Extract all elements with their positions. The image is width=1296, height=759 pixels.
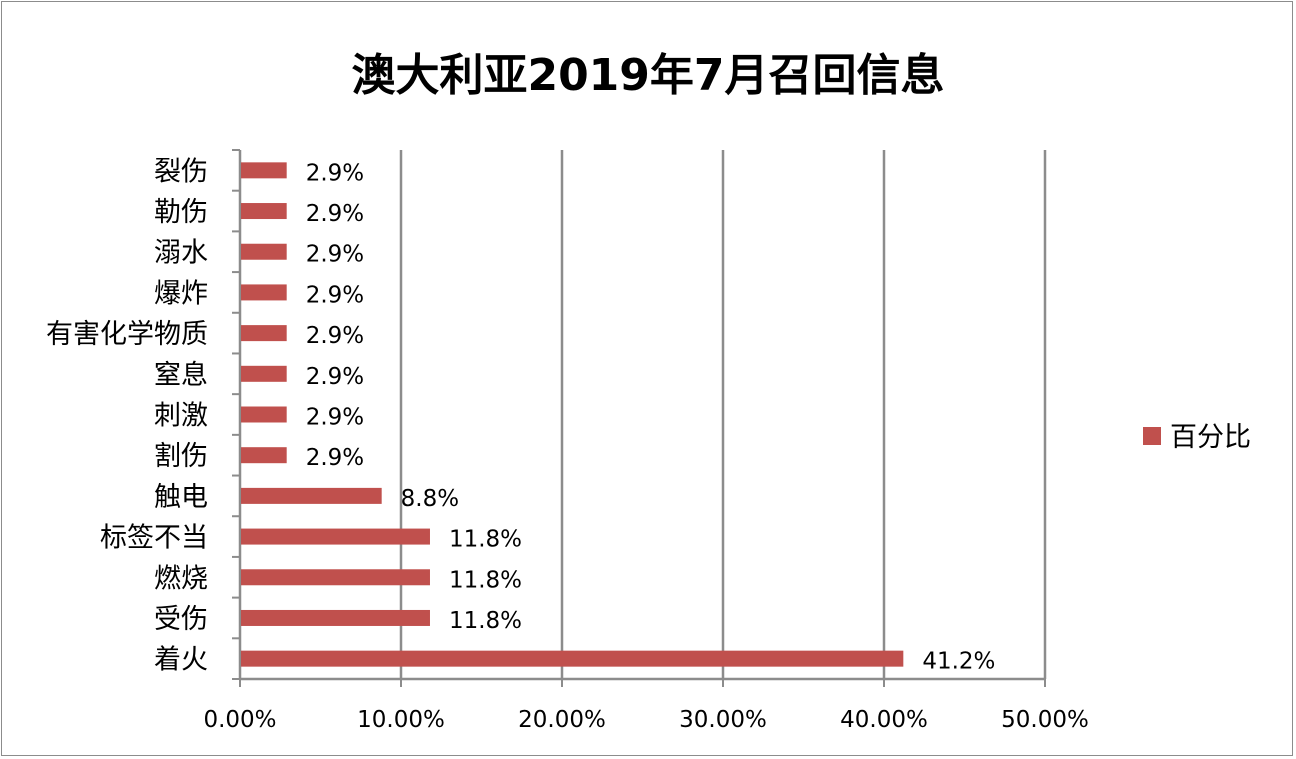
category-label: 割伤: [154, 441, 208, 472]
x-tick-labels: 0.00% 10.00% 20.00% 30.00% 40.00% 50.00%: [203, 707, 1088, 733]
bar: [241, 447, 287, 464]
data-label: 2.9%: [306, 242, 364, 268]
category-label: 着火: [154, 645, 208, 676]
category-label: 爆炸: [154, 278, 208, 309]
category-label: 窒息: [154, 360, 208, 391]
bar: [241, 284, 287, 301]
data-label: 2.9%: [306, 364, 364, 390]
bars: [241, 162, 904, 667]
category-label: 受伤: [154, 604, 208, 635]
data-label: 11.8%: [449, 608, 522, 634]
category-label: 裂伤: [154, 156, 208, 187]
data-label: 11.8%: [449, 527, 522, 553]
data-label: 2.9%: [306, 323, 364, 349]
x-tick-label: 30.00%: [679, 707, 767, 733]
bar: [241, 650, 904, 667]
bar: [241, 325, 287, 342]
data-label: 41.2%: [922, 649, 995, 675]
category-label: 有害化学物质: [46, 319, 208, 350]
x-tick-label: 20.00%: [518, 707, 606, 733]
bar: [241, 162, 287, 179]
bar: [241, 528, 430, 545]
data-label: 2.9%: [306, 160, 364, 186]
x-tick-label: 50.00%: [1001, 707, 1089, 733]
x-tick-label: 0.00%: [203, 707, 276, 733]
category-label: 刺激: [154, 401, 208, 432]
x-tick-label: 40.00%: [840, 707, 928, 733]
axes: [232, 149, 1046, 687]
bar: [241, 203, 287, 220]
data-label: 2.9%: [306, 201, 364, 227]
legend-label: 百分比: [1170, 422, 1251, 453]
bar: [241, 243, 287, 260]
legend-swatch: [1143, 427, 1161, 445]
data-label: 2.9%: [306, 282, 364, 308]
category-label: 燃烧: [154, 563, 208, 594]
category-label: 溺水: [154, 238, 208, 269]
category-label: 勒伤: [154, 197, 208, 228]
chart-title: 澳大利亚2019年7月召回信息: [351, 50, 944, 101]
data-label: 2.9%: [306, 405, 364, 431]
category-label: 触电: [154, 482, 208, 513]
legend: 百分比: [1143, 422, 1251, 453]
data-label: 11.8%: [449, 567, 522, 593]
bar: [241, 406, 287, 423]
gridlines: [399, 150, 1047, 679]
bar: [241, 365, 287, 382]
bar: [241, 609, 430, 626]
data-labels: 2.9% 2.9% 2.9% 2.9% 2.9% 2.9% 2.9% 2.9% 8.8% 11.8…: [306, 160, 996, 674]
bar: [241, 569, 430, 586]
data-label: 2.9%: [306, 445, 364, 471]
x-tick-label: 10.00%: [357, 707, 445, 733]
data-label: 8.8%: [401, 486, 459, 512]
bar: [241, 487, 382, 504]
category-label: 标签不当: [100, 523, 208, 554]
